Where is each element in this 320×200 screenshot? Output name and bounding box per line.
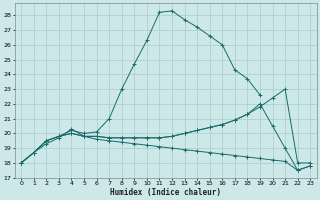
X-axis label: Humidex (Indice chaleur): Humidex (Indice chaleur) (110, 188, 221, 197)
